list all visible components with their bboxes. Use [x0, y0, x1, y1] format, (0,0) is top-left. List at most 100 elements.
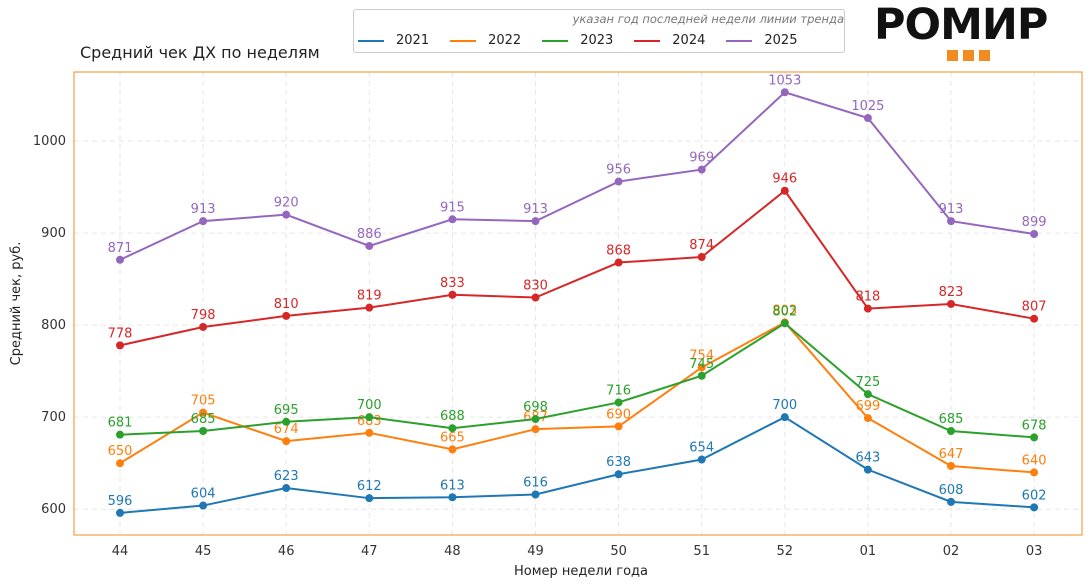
legend-note: указан год последней недели линии тренда [572, 12, 844, 26]
x-tick-label: 51 [693, 544, 710, 559]
legend-swatch [726, 39, 753, 42]
legend-label: 2023 [580, 33, 614, 48]
data-label: 803 [772, 303, 797, 318]
data-point [199, 217, 208, 226]
data-point [780, 186, 789, 195]
data-label: 886 [357, 227, 382, 242]
logo-square [963, 50, 974, 61]
data-label: 725 [855, 375, 880, 390]
data-point [614, 177, 623, 186]
data-label: 638 [606, 455, 631, 470]
data-label: 754 [689, 348, 714, 363]
data-point [697, 455, 706, 464]
x-tick-label: 47 [361, 544, 378, 559]
data-label: 674 [274, 422, 299, 437]
logo-square [979, 50, 990, 61]
x-tick-label: 52 [777, 544, 794, 559]
data-point [531, 217, 540, 226]
data-label: 969 [689, 151, 714, 166]
data-point [282, 311, 291, 320]
data-label: 685 [191, 412, 216, 427]
data-label: 690 [606, 407, 631, 422]
data-point [365, 303, 374, 312]
data-label: 798 [191, 308, 216, 323]
data-point [282, 437, 291, 446]
data-label: 640 [1022, 453, 1047, 468]
data-point [1030, 230, 1039, 239]
logo-squares [947, 50, 990, 61]
data-point [614, 398, 623, 407]
data-label: 643 [855, 451, 880, 466]
data-label: 613 [440, 478, 465, 493]
data-point [863, 465, 872, 474]
y-tick-label: 800 [41, 318, 66, 333]
data-label: 1053 [768, 73, 801, 88]
data-point [697, 253, 706, 262]
data-point [947, 217, 955, 226]
data-label: 833 [440, 276, 465, 291]
data-label: 678 [1022, 418, 1047, 433]
data-label: 608 [939, 483, 964, 498]
x-tick-label: 44 [112, 544, 129, 559]
data-label: 874 [689, 238, 714, 253]
data-label: 913 [191, 202, 216, 217]
data-point [614, 258, 623, 267]
y-tick-label: 900 [41, 226, 66, 241]
data-point [863, 114, 872, 123]
x-tick-label: 01 [860, 544, 877, 559]
legend-item-2021: 2021 [358, 33, 429, 48]
data-point [448, 424, 457, 433]
data-point [531, 425, 540, 434]
data-label: 665 [440, 430, 465, 445]
data-label: 868 [606, 244, 631, 259]
legend-label: 2025 [764, 33, 798, 48]
series-line-2025 [119, 91, 1035, 261]
data-label: 819 [357, 289, 382, 304]
data-point [614, 422, 623, 431]
legend: указан год последней недели линии тренда… [353, 9, 845, 53]
legend-swatch [634, 39, 661, 42]
series-line-2021 [119, 416, 1035, 514]
data-point [947, 461, 955, 470]
data-label: 716 [606, 383, 631, 398]
data-point [448, 493, 457, 502]
data-point [199, 408, 208, 417]
x-tick-label: 45 [195, 544, 212, 559]
data-label: 596 [108, 494, 133, 509]
data-label: 745 [689, 357, 714, 372]
data-point [365, 494, 374, 503]
data-point [863, 390, 872, 399]
x-tick-label: 50 [610, 544, 627, 559]
data-point [614, 470, 623, 479]
series-line-2022 [119, 321, 1035, 474]
data-label: 604 [191, 487, 216, 502]
y-axis-label: Средний чек, руб. [9, 242, 24, 366]
data-point [697, 363, 706, 372]
y-tick-label: 700 [41, 410, 66, 425]
data-label: 612 [357, 479, 382, 494]
data-label: 956 [606, 163, 631, 178]
data-point [365, 241, 374, 250]
data-point [1030, 433, 1039, 442]
data-label: 623 [274, 469, 299, 484]
data-point [947, 426, 955, 435]
data-point [448, 290, 457, 299]
data-point [116, 459, 124, 468]
data-point [199, 501, 208, 510]
legend-items: 2021 2022 2023 2024 2025 [358, 33, 818, 48]
data-point [531, 490, 540, 499]
x-tick-label: 46 [278, 544, 295, 559]
y-tick-label: 1000 [33, 134, 66, 149]
data-label: 913 [523, 202, 548, 217]
data-label: 616 [523, 475, 548, 490]
legend-label: 2024 [672, 33, 706, 48]
legend-swatch [542, 39, 569, 42]
data-point [282, 210, 291, 219]
data-label: 807 [1022, 300, 1047, 315]
data-point [863, 304, 872, 313]
data-label: 681 [108, 416, 133, 431]
data-point [780, 413, 789, 422]
data-label: 913 [939, 202, 964, 217]
data-point [448, 215, 457, 224]
data-point [947, 497, 955, 506]
